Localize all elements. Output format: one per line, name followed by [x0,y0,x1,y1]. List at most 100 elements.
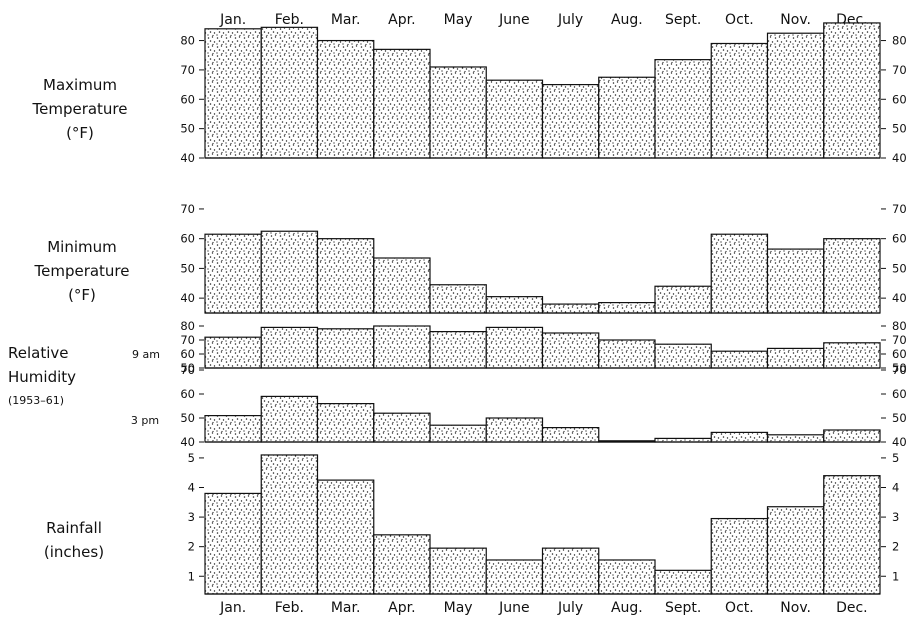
month-labels-bottom: Jan. Feb. Mar. Apr. May June July Aug. Sept. Oct.… [219,600,868,616]
min-temp-left-tick-label: 50 [180,261,195,275]
humidity-3pm-bar-7: July: 46 [541,427,600,443]
rainfall-left-tick-label: 4 [188,481,195,495]
max-temp-title: Maximum Temperature (°F) [31,76,127,142]
month-bottom-11: Nov. [780,600,811,616]
humidity-9am-bar-6: June: 79 [485,326,544,369]
max-temp-title-line-1: Maximum [43,76,117,94]
month-bottom-6: June [498,600,530,616]
max-temp-bar-7: July: 65 [541,83,600,159]
humidity-3pm-panel: Jan.: 51Feb.: 59Mar.: 56Apr.: 52May: 47J… [180,363,906,449]
humidity-3pm-left-tick-label: 50 [180,411,195,425]
humidity-3pm-bar-2: Feb.: 59 [260,395,319,443]
max-temp-bar-6: June: 66.5 [485,79,544,159]
humidity-9am-bar-5: May: 76 [429,331,487,369]
month-top-7: July [557,12,583,28]
humidity-3pm-right-tick-label: 70 [892,363,907,377]
rainfall-left-tick-label: 3 [188,510,195,524]
humidity-3pm-left-tick-label: 70 [180,363,195,377]
max-temp-bar-2: Feb.: 84.5 [260,26,319,159]
rainfall-bar-3: Mar.: 4.25 [316,479,375,595]
min-temp-right-tick-label: 40 [892,291,907,305]
min-temp-right-tick-label: 70 [892,202,907,216]
rainfall-bar-6: June: 1.55 [485,559,544,595]
humidity-3pm-left-tick-label: 60 [180,387,195,401]
humidity-3pm-bar-1: Jan.: 51 [204,415,262,443]
rainfall-title: Rainfall (inches) [44,519,104,561]
min-temp-panel: Jan.: 61.5Feb.: 62.5Mar.: 60Apr.: 53.5Ma… [180,202,907,314]
rainfall-right-tick-label: 4 [892,481,899,495]
month-bottom-3: Mar. [331,600,361,616]
min-temp-bar-10: Oct.: 61.5 [710,233,769,314]
rainfall-left-tick-label: 1 [188,569,195,583]
humidity-3pm-right-tick-label: 40 [892,435,907,449]
rainfall-right-tick-label: 1 [892,569,899,583]
max-temp-bar-1: Jan.: 84 [204,28,262,159]
humidity-3pm-left-tick-label: 40 [180,435,195,449]
month-top-2: Feb. [275,12,304,28]
month-bottom-8: Aug. [611,600,643,616]
humidity-3pm-bar-10: Oct.: 44 [710,431,769,443]
min-temp-bar-7: July: 38 [541,303,600,314]
min-temp-bar-1: Jan.: 61.5 [204,233,262,314]
month-top-3: Mar. [331,12,361,28]
humidity-9am-left-tick-label: 60 [180,347,195,361]
humidity-9am-bar-12: Dec.: 68 [823,342,881,369]
rainfall-bar-5: May: 1.95 [429,547,487,595]
humidity-9am-bar-7: July: 75 [541,332,600,369]
max-temp-left-tick-label: 50 [180,122,195,136]
rainfall-bar-8: Aug.: 1.55 [598,559,656,595]
month-bottom-4: Apr. [388,600,415,616]
humidity-9am-left-tick-label: 80 [180,319,195,333]
max-temp-bar-10: Oct.: 79 [710,42,769,159]
min-temp-title-line-3: (°F) [68,286,96,304]
rainfall-bar-9: Sept.: 1.2 [654,569,712,595]
max-temp-title-line-2: Temperature [31,100,127,118]
humidity-9am-bar-2: Feb.: 79 [260,326,319,369]
humidity-9am-left-tick-label: 50 [180,361,195,375]
humidity-9am-bar-8: Aug.: 70 [598,339,656,369]
rainfall-left-tick-label: 5 [188,451,195,465]
humidity-3pm-right-tick-label: 50 [892,411,907,425]
humidity-9am-bar-4: Apr.: 80 [373,325,431,369]
min-temp-bar-5: May: 44.5 [429,284,487,314]
max-temp-right-tick-label: 70 [892,63,907,77]
max-temp-bar-4: Apr.: 77 [373,48,431,159]
humidity-3pm-bar-4: Apr.: 52 [373,412,431,443]
min-temp-bar-12: Dec.: 60 [823,238,881,314]
rainfall-panel: Jan.: 3.8Feb.: 5.1Mar.: 4.25Apr.: 2.4May… [188,451,899,595]
humidity-3pm-bar-5: May: 47 [429,424,487,443]
min-temp-title: Minimum Temperature (°F) [33,238,129,304]
rainfall-bar-4: Apr.: 2.4 [373,534,431,595]
min-temp-bar-9: Sept.: 44 [654,285,712,314]
humidity-3pm-bar-6: June: 50 [485,417,544,443]
humidity-title-line-1: Relative [8,344,69,362]
min-temp-bar-4: Apr.: 53.5 [373,257,431,314]
humidity-3pm-right-tick-label: 60 [892,387,907,401]
humidity-title-line-3: (1953–61) [8,394,64,407]
rainfall-title-line-2: (inches) [44,543,104,561]
month-bottom-12: Dec. [836,600,868,616]
min-temp-bar-11: Nov.: 56.5 [766,248,825,314]
min-temp-bar-2: Feb.: 62.5 [260,230,319,314]
humidity-9am-label: 9 am [132,348,160,361]
humidity-9am-left-tick-label: 70 [180,333,195,347]
max-temp-right-tick-label: 50 [892,122,907,136]
min-temp-bar-8: Aug.: 38.5 [598,301,656,314]
max-temp-title-line-3: (°F) [66,124,94,142]
humidity-title-line-2: Humidity [8,368,76,386]
month-labels-top: Jan. Feb. Mar. Apr. May June July Aug. Sept. Oct.… [219,12,868,28]
month-top-11: Nov. [780,12,811,28]
humidity-9am-right-tick-label: 80 [892,319,907,333]
rainfall-right-tick-label: 5 [892,451,899,465]
humidity-9am-right-tick-label: 50 [892,361,907,375]
max-temp-left-tick-label: 70 [180,63,195,77]
humidity-9am-panel: Jan.: 72Feb.: 79Mar.: 78Apr.: 80May: 76J… [180,319,906,375]
humidity-9am-bar-3: Mar.: 78 [316,328,375,369]
humidity-9am-bar-9: Sept.: 67 [654,343,712,369]
humidity-9am-bar-1: Jan.: 72 [204,336,262,369]
humidity-9am-bar-10: Oct.: 62 [710,350,769,369]
min-temp-right-tick-label: 50 [892,261,907,275]
min-temp-bar-6: June: 40.5 [485,296,544,314]
chart-panels: Jan.: 84Feb.: 84.5Mar.: 80Apr.: 77May: 7… [180,22,907,595]
